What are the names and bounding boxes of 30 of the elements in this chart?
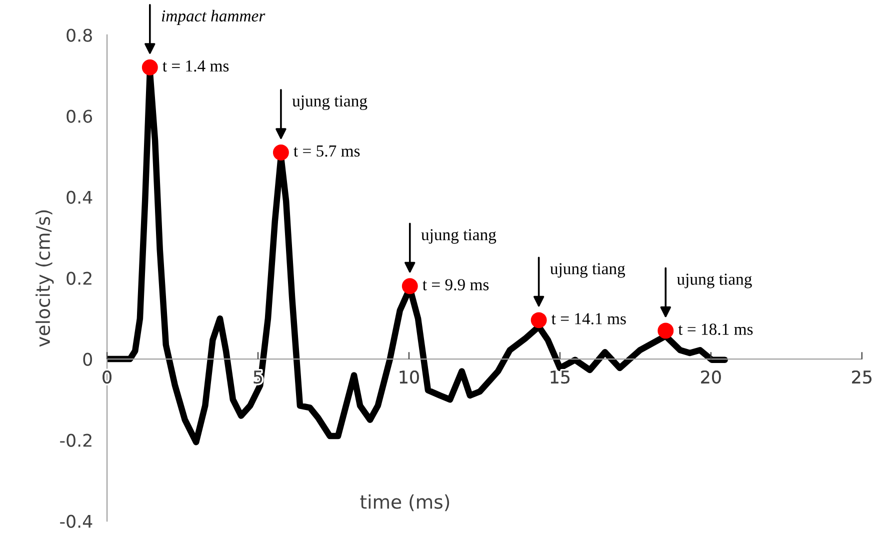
annotation: t = 1.4 ms: [162, 60, 229, 72]
x-tick-label: 20: [701, 370, 721, 384]
x-tick-label: 10: [400, 370, 419, 384]
x-tick-label: 15: [550, 370, 570, 384]
point: [530, 312, 547, 328]
annotation: ujung tiang: [421, 229, 496, 244]
point: [402, 278, 418, 294]
annotation: t = 18.1 ms: [678, 324, 753, 335]
point: [658, 322, 674, 339]
y-tick-label: 0: [83, 352, 92, 366]
x-tick-label: 5: [254, 370, 262, 384]
y-tick-label: 0.8: [66, 28, 92, 42]
x-tick-label: 25: [852, 370, 872, 384]
y-tick-label: 0.2: [66, 272, 92, 285]
annotation: t = 5.7 ms: [294, 146, 360, 157]
annotation: t = 14.1 ms: [551, 313, 626, 324]
y-tick-label: -0.4: [60, 514, 92, 528]
annotation: ujung tiang: [292, 95, 368, 110]
annotation: t = 9.9 ms: [422, 279, 489, 290]
annotation: ujung tiang: [676, 274, 752, 288]
annotation: impact hammer: [162, 10, 266, 25]
y-tick-label: 0.4: [66, 190, 92, 204]
point: [142, 59, 158, 76]
y-tick-label: -0.2: [60, 434, 92, 447]
point: [272, 144, 289, 160]
y-axis-title: velocity (cm/s): [36, 210, 54, 347]
x-axis-title: time (ms): [360, 494, 450, 512]
annotation: ujung tiang: [550, 263, 626, 278]
x-tick-label: 0: [102, 370, 112, 384]
y-tick-label: 0.6: [66, 110, 92, 123]
